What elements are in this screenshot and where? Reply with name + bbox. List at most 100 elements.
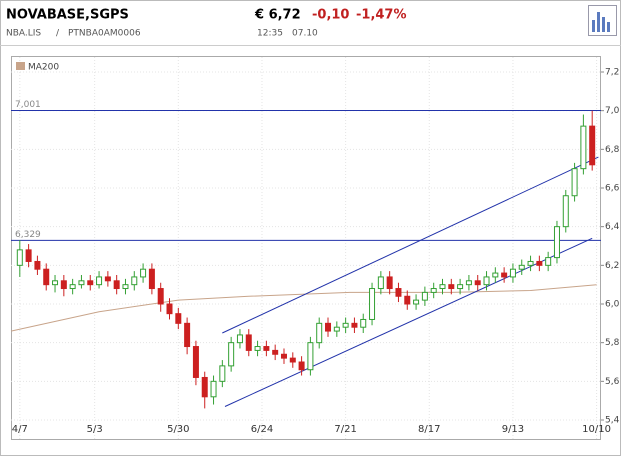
level-label: 7,001 xyxy=(15,100,41,110)
candle-body xyxy=(219,365,226,382)
candle-body xyxy=(457,284,464,290)
candle-body xyxy=(377,276,384,290)
candle-body xyxy=(439,284,446,290)
candle-body xyxy=(140,268,147,278)
candle-body xyxy=(60,280,67,290)
candle-body xyxy=(369,288,376,320)
candle-body xyxy=(553,226,560,259)
candle-body xyxy=(245,334,252,351)
candle-body xyxy=(501,272,508,278)
candle-body xyxy=(87,280,94,286)
y-tick-label: 5,4 xyxy=(605,416,620,426)
price: € 6,72 xyxy=(254,8,301,23)
candle-body xyxy=(104,276,111,282)
candle-body xyxy=(272,349,279,355)
icon-bar xyxy=(607,22,610,32)
candle-body xyxy=(395,288,402,297)
candle-body xyxy=(263,346,270,351)
x-tick-label: 5/30 xyxy=(167,424,189,435)
exchange: NBA.LIS xyxy=(6,29,41,39)
candle-body xyxy=(360,318,367,328)
candle-body xyxy=(34,260,41,270)
candle-body xyxy=(210,380,217,398)
candle-body xyxy=(236,334,243,344)
candle-body xyxy=(465,280,472,286)
candle-body xyxy=(289,357,296,363)
candle-body xyxy=(148,268,155,290)
candle-body xyxy=(16,249,23,266)
icon-bar xyxy=(592,20,595,32)
candle-body xyxy=(78,280,85,286)
y-tick-label: 7,0 xyxy=(605,106,620,116)
y-tick-label: 6,6 xyxy=(605,184,620,194)
trendline xyxy=(222,156,599,334)
candle-body xyxy=(228,342,235,367)
x-tick-label: 5/3 xyxy=(87,424,103,435)
x-tick-label: 10/10 xyxy=(582,424,611,435)
isin: PTNBA0AM0006 xyxy=(68,29,141,39)
candle-body xyxy=(474,280,481,286)
y-tick-label: 6,0 xyxy=(605,300,620,310)
candle-body xyxy=(492,272,499,278)
candle-body xyxy=(166,303,173,315)
y-tick-label: 6,4 xyxy=(605,222,620,232)
candle-body xyxy=(131,276,138,286)
candle-body xyxy=(448,284,455,290)
candle-body xyxy=(280,353,287,359)
icon-bar xyxy=(602,17,605,32)
x-tick-label: 6/24 xyxy=(251,424,273,435)
x-tick-label: 9/13 xyxy=(502,424,524,435)
separator: / xyxy=(56,29,60,39)
x-tick-label: 4/7 xyxy=(12,424,28,435)
candle-body xyxy=(298,361,305,371)
candle-body xyxy=(509,268,516,278)
candle-body xyxy=(254,346,261,351)
candle-body xyxy=(580,125,587,170)
chart-icon[interactable] xyxy=(588,5,617,36)
legend-swatch xyxy=(16,62,25,70)
x-tick-label: 7/21 xyxy=(334,424,356,435)
candle-body xyxy=(342,322,349,328)
icon-bar xyxy=(597,12,600,32)
candle-body xyxy=(122,284,129,290)
candle-body xyxy=(192,346,199,378)
plot-frame xyxy=(11,56,601,440)
candle-body xyxy=(413,299,420,305)
time: 12:35 xyxy=(257,29,283,39)
candle-body xyxy=(69,284,76,290)
candle-body xyxy=(430,288,437,293)
candle-body xyxy=(43,268,50,286)
candle-body xyxy=(545,257,552,266)
ma200-line xyxy=(10,284,597,332)
candle-body xyxy=(157,288,164,305)
change: -0,10 xyxy=(312,8,349,23)
candle-body xyxy=(386,276,393,290)
candle-body xyxy=(52,280,59,286)
candle-body xyxy=(483,276,490,286)
candle-body xyxy=(518,264,525,270)
y-tick-label: 5,8 xyxy=(605,338,620,348)
change-pct: -1,47% xyxy=(356,8,407,23)
legend-label: MA200 xyxy=(28,63,59,73)
symbol: NOVABASE,SGPS xyxy=(6,8,129,23)
candle-body xyxy=(333,326,340,332)
candle-body xyxy=(527,260,534,266)
y-tick-label: 6,8 xyxy=(605,145,620,155)
candle-body xyxy=(404,295,411,305)
level-label: 6,329 xyxy=(15,230,41,240)
candle-body xyxy=(325,322,332,332)
y-tick-label: 5,6 xyxy=(605,377,620,387)
candle-body xyxy=(562,195,569,228)
candle-body xyxy=(571,168,578,197)
candle-body xyxy=(307,342,314,371)
candle-body xyxy=(113,280,120,290)
candle-body xyxy=(96,276,103,286)
candle-body xyxy=(589,125,596,166)
candle-body xyxy=(316,322,323,344)
candle-body xyxy=(536,260,543,266)
candle-body xyxy=(351,322,358,328)
x-tick-label: 8/17 xyxy=(418,424,440,435)
